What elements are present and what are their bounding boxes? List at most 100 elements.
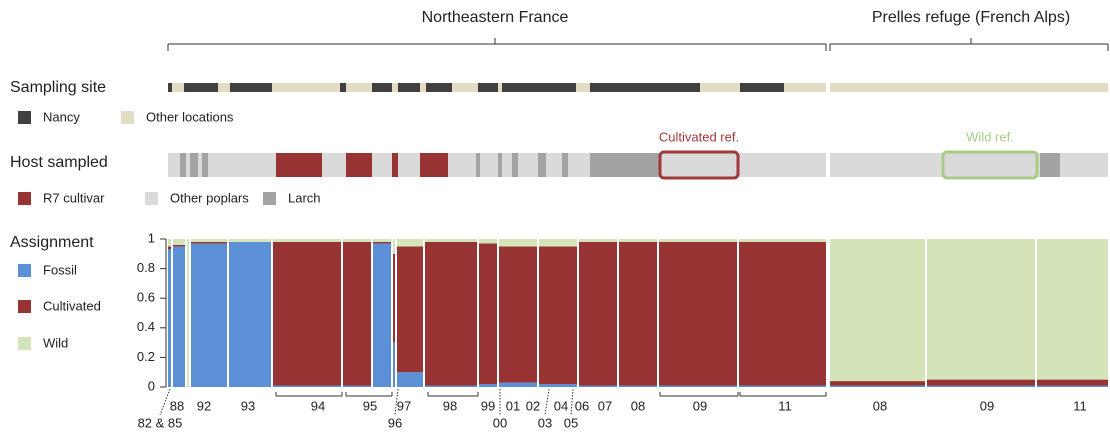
host_track-segment	[208, 153, 276, 177]
host_track-segment	[398, 153, 420, 177]
y-tick-label: 0.8	[137, 260, 155, 275]
year-label: 88	[170, 398, 184, 413]
legend-swatch	[18, 111, 31, 124]
legend-swatch	[18, 264, 31, 277]
site_track-segment	[230, 83, 272, 92]
legend-swatch	[18, 337, 31, 350]
site_track-segment	[498, 83, 502, 92]
assignment-bar	[172, 244, 186, 247]
region-title: Prelles refuge (French Alps)	[872, 9, 1070, 26]
assignment-bar	[190, 241, 228, 244]
assignment-bar	[272, 239, 342, 242]
assignment-bar	[342, 385, 372, 387]
assignment-bar	[1036, 239, 1108, 380]
site_track-segment	[168, 83, 172, 92]
year-label: 82 & 85	[138, 415, 183, 430]
assignment-bar	[168, 249, 172, 387]
assignment-bar	[1036, 379, 1108, 386]
legend-swatch	[18, 192, 31, 205]
assignment-bar	[392, 239, 396, 254]
assignment-bar	[738, 241, 826, 386]
y-tick-label: 1	[148, 230, 155, 245]
host_track-segment	[198, 153, 202, 177]
host_track-segment	[202, 153, 208, 177]
site_track-segment	[346, 83, 372, 92]
assignment-bar	[658, 239, 738, 242]
assignment-bar	[372, 241, 392, 244]
site_track-segment	[172, 83, 184, 92]
site_track-segment	[478, 83, 498, 92]
legend-label: Other poplars	[170, 190, 249, 205]
assignment-bar	[498, 246, 538, 383]
site_track-segment	[426, 83, 452, 92]
legend-label: Wild	[43, 335, 68, 350]
host_track-segment	[476, 153, 480, 177]
year-label: 00	[493, 415, 507, 430]
legend-swatch	[121, 111, 134, 124]
host_track-segment	[568, 153, 590, 177]
year-label: 93	[241, 398, 255, 413]
host_track-segment	[502, 153, 512, 177]
host_track-segment	[180, 153, 186, 177]
host_track-segment	[660, 153, 826, 177]
assignment-bar	[396, 372, 424, 387]
host_track-segment	[346, 153, 372, 177]
track-label: Assignment	[10, 234, 94, 251]
site_track-segment	[218, 83, 230, 92]
assignment-bar	[738, 239, 826, 242]
year-label: 99	[481, 398, 495, 413]
assignment-bar	[168, 246, 172, 250]
assignment-bar	[190, 243, 228, 387]
assignment-bar	[228, 239, 272, 242]
year-label: 11	[778, 398, 792, 413]
assignment-bar	[342, 241, 372, 386]
bracket	[544, 388, 550, 416]
assignment-bar	[538, 239, 578, 247]
assignment-bar	[830, 239, 926, 382]
y-tick-label: 0.6	[137, 290, 155, 305]
assignment-bar	[578, 385, 618, 387]
assignment-bar	[478, 239, 498, 244]
host_track-segment	[392, 153, 398, 177]
legend-swatch	[145, 192, 158, 205]
host_track-segment	[448, 153, 476, 177]
host_track-segment	[498, 153, 502, 177]
year-label: 08	[873, 398, 887, 413]
bracket	[570, 388, 574, 416]
host_track-segment	[590, 153, 660, 177]
assignment-bar	[830, 385, 926, 387]
year-label: 01	[506, 398, 520, 413]
assignment-bar	[1036, 385, 1108, 387]
year-label: 97	[397, 398, 411, 413]
host_track-segment	[190, 153, 198, 177]
year-label: 94	[311, 398, 325, 413]
assignment-bar	[168, 239, 172, 247]
assignment-bar	[478, 384, 498, 387]
assignment-bar	[658, 385, 738, 387]
site_track-segment	[420, 83, 426, 92]
host_track-segment	[1060, 153, 1108, 177]
assignment-bar	[396, 239, 424, 247]
assignment-bar	[538, 246, 578, 385]
bracket	[394, 388, 399, 416]
assignment-bar	[272, 385, 342, 387]
host_track-segment	[186, 153, 190, 177]
assignment-bar	[578, 239, 618, 242]
host_track-segment	[480, 153, 498, 177]
y-tick-label: 0.2	[137, 349, 155, 364]
assignment-bar	[396, 246, 424, 373]
assignment-bar	[926, 239, 1036, 380]
site_track-segment	[372, 83, 392, 92]
site_track-segment	[502, 83, 576, 92]
year-label: 11	[1073, 398, 1087, 413]
site_track-segment	[392, 83, 398, 92]
year-label: 04	[554, 398, 568, 413]
site_track-segment	[340, 83, 346, 92]
year-label: 09	[980, 398, 994, 413]
assignment-bar	[228, 241, 272, 387]
assignment-bar	[926, 385, 1036, 387]
year-label: 92	[197, 398, 211, 413]
site_track-segment	[184, 83, 218, 92]
year-label: 98	[443, 398, 457, 413]
assignment-bar	[538, 384, 578, 387]
